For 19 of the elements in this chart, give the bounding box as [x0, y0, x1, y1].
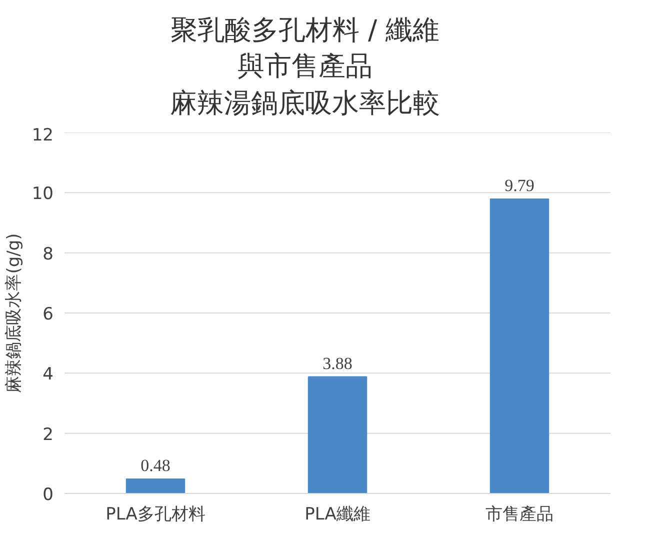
x-tick-label: PLA多孔材料	[106, 504, 206, 525]
y-tick-label: 4	[42, 364, 54, 385]
y-tick-label: 0	[42, 485, 54, 506]
y-tick-label: 2	[42, 425, 54, 446]
y-tick-label: 6	[42, 304, 54, 325]
bar	[126, 478, 186, 494]
chart-subtitle: 麻辣湯鍋底吸水率比較	[169, 86, 441, 121]
chart-title: 聚乳酸多孔材料 / 纖維與市售產品	[169, 14, 441, 84]
y-tick-label: 12	[32, 126, 54, 146]
data-label: 0.48	[140, 456, 170, 476]
bar	[308, 376, 368, 494]
x-tick-label: PLA纖維	[304, 504, 370, 525]
data-label: 9.79	[504, 176, 534, 196]
bar	[490, 198, 550, 494]
y-tick-label: 10	[32, 184, 54, 204]
data-label: 3.88	[322, 354, 352, 374]
y-tick-label: 8	[42, 244, 54, 265]
x-tick-label: 市售產品	[486, 504, 554, 525]
y-axis-title: 麻辣鍋底吸水率(g/g)	[4, 234, 24, 394]
